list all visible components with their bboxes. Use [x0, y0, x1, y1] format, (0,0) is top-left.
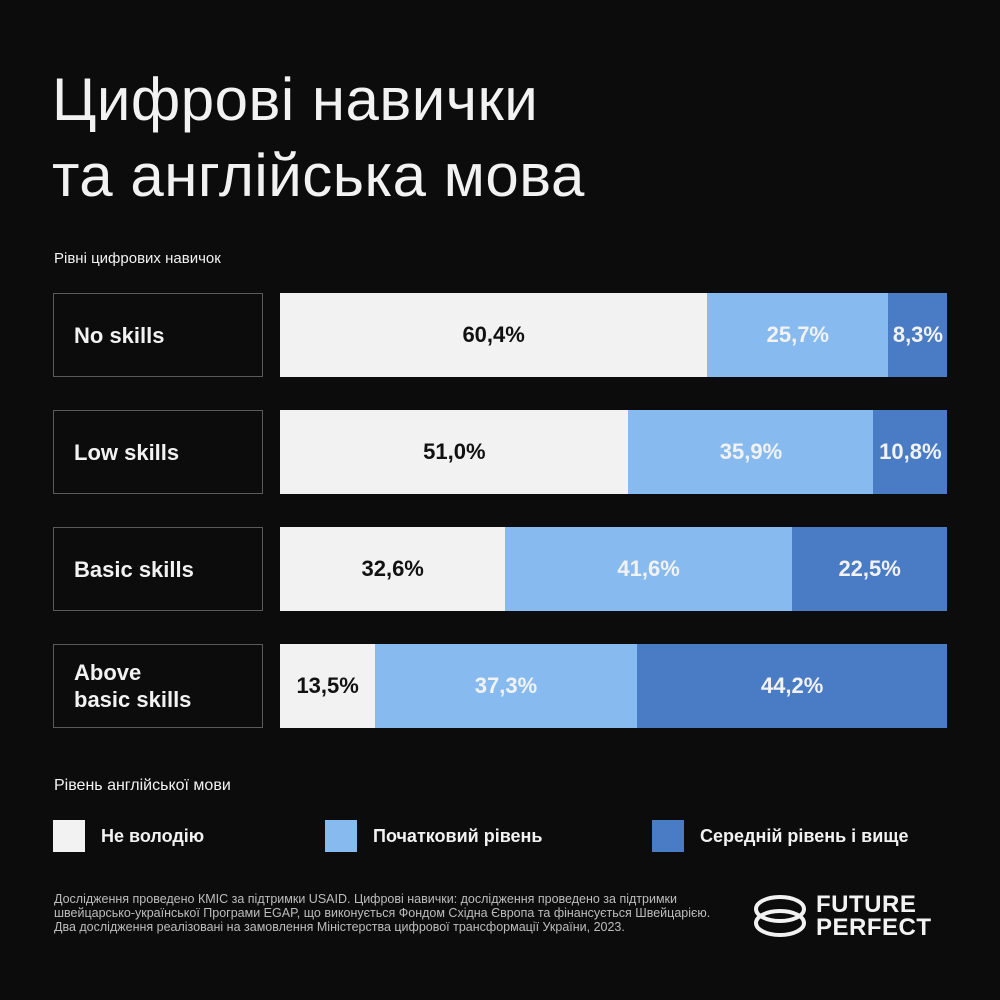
- data-label: 35,9%: [719, 439, 783, 464]
- legend-item: Не володію: [53, 820, 204, 852]
- legend-label: Середній рівень і вище: [700, 825, 909, 846]
- bar-segment: 10,8%: [873, 410, 948, 494]
- page-title: Цифрові навички та англійська мова: [52, 62, 585, 214]
- data-label: 8,3%: [892, 322, 943, 347]
- legend-swatch: [325, 820, 357, 852]
- data-label: 41,6%: [617, 556, 680, 581]
- bar-segment: 51,0%: [280, 410, 629, 494]
- data-label: 32,6%: [361, 556, 424, 581]
- logo-line-2: PERFECT: [816, 914, 932, 941]
- data-label: 10,8%: [879, 439, 942, 464]
- row-label: Basic skills: [53, 527, 263, 611]
- data-label: 60,4%: [462, 322, 525, 347]
- row-label-text: Above: [74, 660, 142, 685]
- row-label-text: No skills: [74, 322, 165, 348]
- legend-item: Початковий рівень: [325, 820, 543, 852]
- bar-row: 51,0% 35,9% 10,8%: [280, 410, 948, 494]
- bar-segment: 22,5%: [791, 527, 948, 611]
- data-label: 37,3%: [474, 673, 538, 698]
- data-label: 13,5%: [296, 673, 359, 698]
- data-label: 22,5%: [838, 556, 901, 581]
- bar-segment: 13,5%: [280, 644, 376, 728]
- legend-item: Середній рівень і вище: [652, 820, 909, 852]
- bar-segment: 8,3%: [888, 293, 948, 377]
- footer-note: Дослідження проведено КМІС за підтримки …: [54, 892, 711, 934]
- data-label: 25,7%: [766, 322, 829, 347]
- row-label-text: basic skills: [74, 687, 192, 712]
- bar-segment: 60,4%: [280, 293, 708, 377]
- future-perfect-logo: FUTURE PERFECT: [752, 892, 932, 940]
- legend-title: Рівень англійської мови: [54, 777, 231, 794]
- bar-segment: 32,6%: [280, 527, 506, 611]
- row-label-text: Low skills: [74, 439, 180, 465]
- bar-segment: 37,3%: [374, 644, 638, 728]
- row-label: Low skills: [53, 410, 263, 494]
- row-label-text: Basic skills: [74, 556, 194, 582]
- title-line-1: Цифрові навички: [52, 66, 539, 133]
- bar-segment: 41,6%: [504, 527, 793, 611]
- legend-label: Не володію: [101, 825, 205, 846]
- bar-segment: 35,9%: [628, 410, 874, 494]
- bar-segment: 44,2%: [636, 644, 948, 728]
- legend-swatch: [53, 820, 85, 852]
- bar-row: 13,5% 37,3% 44,2%: [280, 644, 948, 728]
- logo-line-1: FUTURE: [816, 891, 917, 918]
- row-label: No skills: [53, 293, 263, 377]
- data-label: 44,2%: [760, 673, 824, 698]
- row-label: Above basic skills: [53, 644, 263, 728]
- chart-subtitle: Рівні цифрових навичок: [54, 250, 221, 267]
- legend-label: Початковий рівень: [373, 825, 543, 846]
- bar-row: 60,4% 25,7% 8,3%: [280, 293, 948, 377]
- title-line-2: та англійська мова: [52, 142, 585, 209]
- bar-segment: 25,7%: [706, 293, 889, 377]
- logo-rings-icon: [754, 895, 806, 937]
- data-label: 51,0%: [423, 439, 486, 464]
- bar-row: 32,6% 41,6% 22,5%: [280, 527, 948, 611]
- legend-swatch: [652, 820, 684, 852]
